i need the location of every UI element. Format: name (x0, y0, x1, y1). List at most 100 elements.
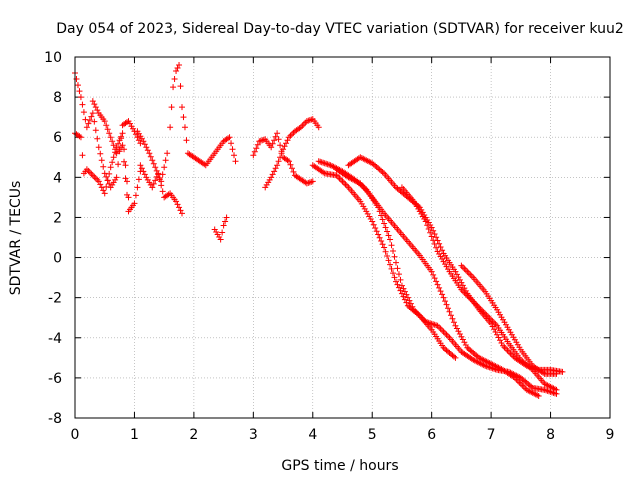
data-point (86, 117, 93, 124)
data-point (421, 215, 428, 222)
data-point (355, 179, 362, 186)
data-point (403, 291, 410, 298)
x-tick-label: 4 (308, 427, 317, 443)
series-track-6 (167, 62, 239, 169)
x-tick-label: 3 (249, 427, 258, 443)
data-point (439, 247, 446, 254)
data-point (394, 281, 401, 288)
data-point (275, 158, 282, 165)
y-tick-label: -8 (48, 411, 62, 427)
data-point (141, 171, 148, 178)
series-track-7 (211, 214, 230, 243)
data-point (141, 141, 148, 148)
y-tick-label: 2 (53, 210, 62, 226)
data-point (94, 107, 101, 114)
plot-frame (74, 56, 611, 419)
data-point (110, 142, 117, 149)
data-point (137, 162, 144, 169)
data-point (149, 184, 156, 191)
data-point (216, 233, 223, 240)
data-point (366, 213, 373, 220)
data-point (269, 140, 276, 147)
data-point (125, 194, 132, 201)
data-point (376, 166, 383, 173)
data-point (437, 253, 444, 260)
data-point (394, 185, 401, 192)
data-point (439, 256, 446, 263)
data-point (480, 362, 487, 369)
data-point (110, 179, 117, 186)
data-point (74, 82, 81, 89)
data-point (409, 303, 416, 310)
data-point (91, 118, 98, 125)
data-point (455, 274, 462, 281)
data-point (382, 248, 389, 255)
data-point (315, 158, 322, 165)
data-point (126, 120, 133, 127)
data-point (277, 154, 284, 161)
series-track-2 (72, 130, 132, 201)
data-point (424, 319, 431, 326)
x-tick-label: 7 (487, 427, 496, 443)
data-point (104, 126, 111, 133)
data-point (464, 344, 471, 351)
data-point (553, 386, 560, 393)
data-point (274, 162, 281, 169)
data-point (268, 174, 275, 181)
series-track-9 (262, 116, 322, 191)
data-point (436, 251, 443, 258)
data-point (164, 150, 171, 157)
data-point (305, 117, 312, 124)
data-point (183, 137, 190, 144)
data-point (85, 120, 92, 127)
data-point (318, 159, 325, 166)
data-point (385, 232, 392, 239)
y-tick-label: -2 (48, 291, 62, 307)
data-point (92, 104, 99, 111)
data-point (257, 137, 264, 144)
data-point (544, 387, 551, 394)
data-point (144, 176, 151, 183)
data-point (82, 116, 89, 123)
data-point (372, 224, 379, 231)
data-point (265, 179, 272, 186)
data-point (428, 233, 435, 240)
data-point (495, 309, 502, 316)
data-point (379, 241, 386, 248)
data-point (101, 118, 108, 125)
data-point (522, 360, 529, 367)
data-point (100, 187, 107, 194)
data-point (176, 62, 183, 69)
data-point (95, 144, 102, 151)
data-point (107, 164, 114, 171)
data-point (535, 392, 542, 399)
data-point (177, 83, 184, 90)
data-point (156, 174, 163, 181)
data-point (373, 164, 380, 171)
x-axis-label: GPS time / hours (281, 458, 398, 474)
data-point (367, 215, 374, 222)
data-point (271, 168, 278, 175)
y-tick-label: 4 (53, 170, 62, 186)
data-point (253, 145, 260, 152)
data-point (468, 348, 475, 355)
data-point (452, 268, 459, 275)
data-point (375, 231, 382, 238)
data-point (510, 334, 517, 341)
data-point (379, 216, 386, 223)
data-point (519, 376, 526, 383)
data-point (104, 177, 111, 184)
data-point (110, 154, 117, 161)
data-point (76, 133, 83, 140)
data-point (138, 135, 145, 142)
data-point (225, 135, 232, 142)
x-tick-label: 9 (606, 427, 615, 443)
data-point (159, 188, 166, 195)
x-tick-label: 5 (368, 427, 377, 443)
data-point (324, 161, 331, 168)
data-point (306, 117, 313, 124)
data-point (290, 168, 297, 175)
data-point (226, 134, 233, 141)
data-point (158, 178, 165, 185)
data-point (427, 320, 434, 327)
